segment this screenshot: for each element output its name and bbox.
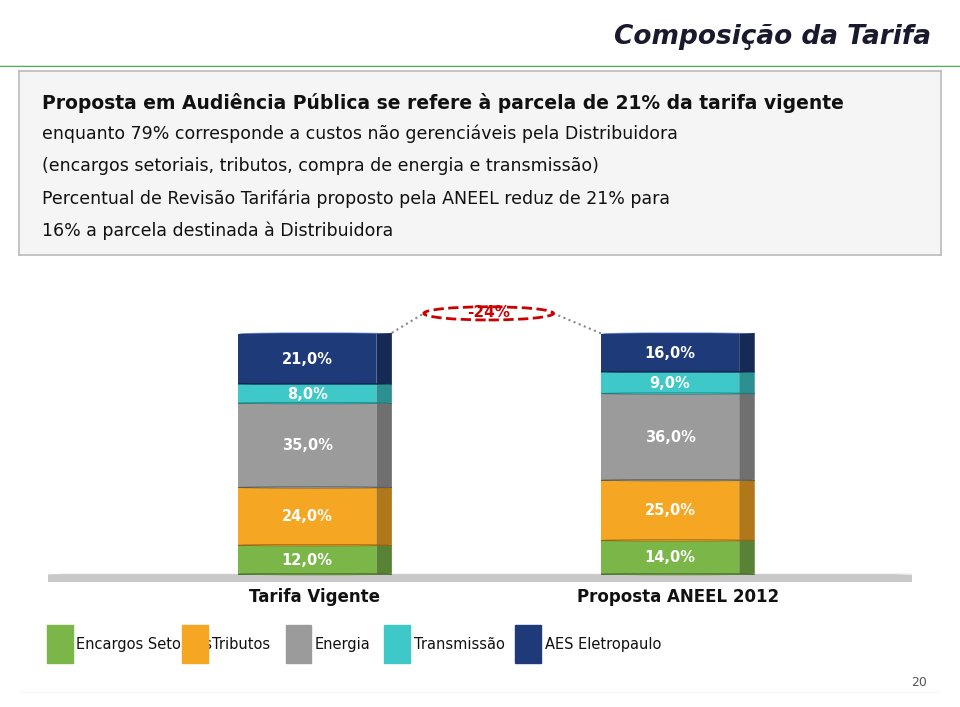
Bar (515, 625, 540, 663)
Bar (31, 575, 929, 582)
Text: 25,0%: 25,0% (644, 503, 696, 518)
Bar (601, 394, 739, 481)
Text: Composição da Tarifa: Composição da Tarifa (614, 24, 931, 50)
Text: 14,0%: 14,0% (644, 550, 696, 566)
Ellipse shape (601, 479, 755, 481)
Bar (601, 334, 739, 373)
Text: 9,0%: 9,0% (650, 375, 690, 391)
Polygon shape (376, 545, 392, 575)
Text: 24,0%: 24,0% (282, 509, 332, 525)
Bar (47, 625, 73, 663)
Bar (601, 541, 739, 575)
Text: Percentual de Revisão Tarifária proposto pela ANEEL reduz de 21% para: Percentual de Revisão Tarifária proposto… (42, 189, 670, 208)
Polygon shape (31, 574, 925, 575)
Text: (encargos setoriais, tributos, compra de energia e transmissão): (encargos setoriais, tributos, compra de… (42, 157, 599, 175)
Bar (601, 481, 739, 541)
Text: Encargos Setoriais: Encargos Setoriais (77, 637, 212, 652)
Text: Proposta em Audiência Pública se refere à parcela de 21% da tarifa vigente: Proposta em Audiência Pública se refere … (42, 93, 844, 112)
Bar (285, 625, 311, 663)
Ellipse shape (238, 383, 392, 385)
Ellipse shape (238, 402, 392, 404)
Text: 20: 20 (911, 676, 927, 689)
Ellipse shape (238, 544, 392, 546)
Bar (238, 488, 376, 546)
Text: 36,0%: 36,0% (645, 430, 695, 445)
Text: Transmissão: Transmissão (414, 637, 505, 652)
Text: 21,0%: 21,0% (281, 351, 333, 367)
Text: -24%: -24% (468, 305, 510, 320)
Ellipse shape (238, 332, 392, 334)
Text: Tarifa Vigente: Tarifa Vigente (250, 588, 380, 606)
Bar (601, 373, 739, 394)
Text: 35,0%: 35,0% (281, 438, 333, 453)
Text: 16,0%: 16,0% (644, 346, 696, 361)
Polygon shape (376, 383, 392, 404)
Text: AES Eletropaulo: AES Eletropaulo (544, 637, 660, 652)
Bar (238, 404, 376, 488)
Polygon shape (739, 333, 755, 373)
Polygon shape (739, 371, 755, 394)
Text: Energia: Energia (315, 637, 371, 652)
Bar (384, 625, 410, 663)
Polygon shape (739, 480, 755, 541)
Text: 12,0%: 12,0% (281, 553, 333, 568)
Polygon shape (376, 487, 392, 546)
Polygon shape (376, 403, 392, 488)
Text: Proposta ANEEL 2012: Proposta ANEEL 2012 (577, 588, 779, 606)
Ellipse shape (601, 332, 755, 334)
Text: 8,0%: 8,0% (287, 387, 327, 402)
Polygon shape (739, 393, 755, 481)
Ellipse shape (238, 486, 392, 488)
Text: enquanto 79% corresponde a custos não gerenciáveis pela Distribuidora: enquanto 79% corresponde a custos não ge… (42, 125, 678, 144)
Bar (238, 546, 376, 575)
Polygon shape (739, 540, 755, 575)
Polygon shape (376, 333, 392, 385)
Ellipse shape (601, 371, 755, 373)
Ellipse shape (601, 393, 755, 395)
Bar (238, 385, 376, 404)
Bar (238, 334, 376, 385)
Text: 16% a parcela destinada à Distribuidora: 16% a parcela destinada à Distribuidora (42, 221, 394, 240)
Ellipse shape (601, 539, 755, 541)
Text: Tributos: Tributos (212, 637, 270, 652)
Bar (182, 625, 208, 663)
